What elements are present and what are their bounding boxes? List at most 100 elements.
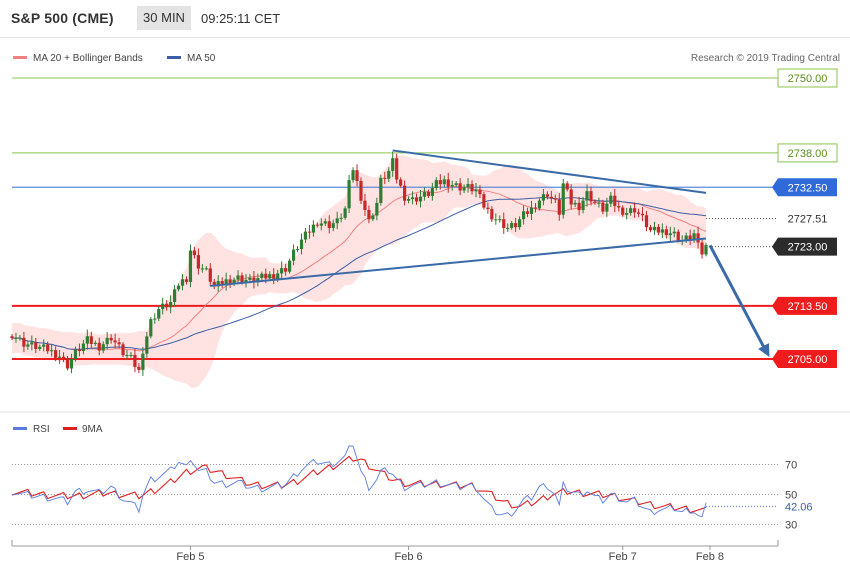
candle-body: [458, 183, 462, 191]
rsi-tick-30: 30: [785, 520, 797, 532]
candle-body: [597, 202, 601, 204]
candle-body: [196, 255, 200, 269]
candle-body: [379, 177, 383, 203]
candle-body: [676, 231, 680, 241]
candle-body: [169, 301, 173, 308]
candle-body: [668, 233, 672, 236]
candle-body: [359, 180, 363, 201]
candle-body: [601, 202, 605, 212]
candle-body: [204, 268, 208, 270]
ma20-line: [11, 185, 707, 352]
candle-body: [537, 200, 542, 209]
candle-body: [454, 183, 458, 185]
candle-body: [387, 170, 391, 179]
rsi-pane: 70 50 30 42.06: [11, 445, 813, 532]
candlesticks: [10, 151, 708, 376]
candle-body: [644, 215, 649, 228]
candle-body: [636, 212, 641, 214]
timeframe-selector[interactable]: 30 MIN: [137, 6, 191, 30]
candle-body: [240, 275, 244, 283]
candle-body: [605, 203, 609, 212]
candle-body: [367, 209, 371, 220]
candle-body: [438, 180, 442, 185]
candle-body: [65, 358, 70, 369]
candle-body: [129, 354, 133, 356]
candle-body: [664, 229, 668, 236]
rsi-legend-label: RSI: [33, 424, 50, 435]
candle-body: [629, 208, 633, 214]
rsi-tick-50: 50: [785, 490, 797, 502]
candle-body: [430, 188, 434, 196]
candle-body: [268, 274, 272, 279]
candle-body: [482, 194, 486, 208]
candle-body: [153, 318, 157, 320]
candle-body: [422, 191, 427, 197]
candle-body: [355, 170, 359, 181]
candle-body: [192, 250, 197, 256]
candle-body: [280, 268, 284, 274]
candle-body: [383, 177, 387, 179]
candle-body: [498, 219, 502, 221]
trendline-upper: [392, 149, 707, 194]
candle-body: [688, 235, 692, 240]
candle-body: [593, 201, 597, 203]
candle-body: [541, 194, 546, 201]
candle-body: [613, 195, 617, 207]
candle-body: [141, 353, 145, 370]
candle-body: [54, 350, 58, 358]
rsi-last-value: 42.06: [785, 501, 813, 513]
candle-body: [446, 179, 450, 187]
timestamp: 09:25:11 CET: [201, 11, 281, 26]
candle-body: [704, 244, 708, 255]
candle-body: [684, 235, 688, 241]
level-2713-50-label: 2713.50: [788, 301, 828, 313]
candle-body: [220, 281, 224, 285]
candle-body: [533, 207, 538, 209]
candle-body: [284, 268, 288, 272]
candle-body: [184, 279, 189, 282]
candle-body: [295, 249, 300, 251]
candle-body: [371, 215, 375, 220]
candle-body: [474, 189, 478, 192]
candle-body: [149, 319, 153, 337]
rsi-ma-swatch: [63, 427, 77, 430]
candle-body: [252, 277, 256, 283]
candle-body: [224, 279, 228, 285]
candle-body: [93, 342, 97, 344]
rsi-ma-legend-label: 9MA: [82, 424, 103, 435]
candle-body: [347, 180, 351, 209]
candle-body: [244, 279, 248, 283]
level-2750-00-tag: [777, 68, 838, 88]
chart-header: S&P 500 (CME) 30 MIN 09:25:11 CET: [0, 0, 850, 38]
candle-body: [22, 337, 26, 347]
rsi-tick-70: 70: [785, 460, 797, 472]
ma20-swatch: [13, 56, 27, 59]
candle-body: [573, 202, 577, 205]
rsi-swatch: [13, 427, 27, 430]
candle-body: [216, 281, 220, 287]
level-2727-51-label: 2727.51: [788, 213, 828, 225]
ma50-legend-label: MA 50: [187, 53, 216, 64]
candle-body: [514, 223, 518, 228]
candle-body: [640, 213, 645, 216]
candle-body: [200, 268, 204, 270]
candle-body: [545, 194, 549, 197]
candle-body: [303, 231, 308, 240]
candle-body: [165, 303, 169, 308]
level-2750-00-label: 2750.00: [788, 73, 828, 85]
trendlines: [210, 149, 770, 358]
level-2738-00-tag: [777, 143, 838, 163]
time-axis: Feb 5 Feb 6 Feb 7 Feb 8: [11, 540, 779, 563]
candle-body: [137, 366, 141, 370]
candle-body: [248, 277, 252, 280]
candle-body: [652, 226, 657, 231]
candle-body: [161, 303, 165, 310]
candle-body: [633, 208, 637, 213]
candle-body: [145, 336, 149, 354]
trendline-lower: [210, 237, 707, 287]
candle-body: [466, 184, 470, 188]
candle-body: [696, 233, 700, 243]
candle-body: [180, 279, 185, 286]
candle-body: [288, 260, 292, 272]
candle-body: [585, 191, 589, 201]
